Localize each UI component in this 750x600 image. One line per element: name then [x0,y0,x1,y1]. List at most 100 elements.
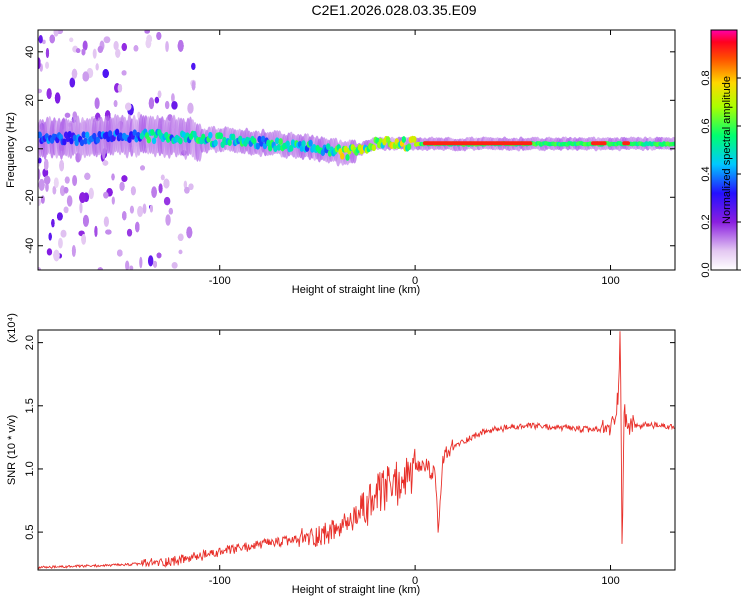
spectrogram-noise-blob [38,88,43,94]
spectrogram-noise-blob [151,186,157,198]
spectrogram-noise-blob [126,228,133,237]
spectrogram-noise-blob [154,96,160,104]
spectrogram-noise-blob [46,88,52,99]
spectrogram-noise-blob [69,37,74,43]
spectrogram-band-cell [150,128,155,136]
spectrogram-band-cell [340,152,345,160]
spectrogram-noise-blob [171,93,175,103]
spectrogram-y-tick-label: 0 [24,146,36,152]
spectrogram-noise-blob [58,237,63,249]
spectrogram-band-cell [74,139,79,147]
spectrogram-y-tick-label: 20 [24,94,36,106]
colorbar-tick-label: 0.4 [700,166,712,181]
spectrogram-band-cell [107,130,113,138]
spectrogram-noise-blob [125,260,130,270]
spectrogram-peak-segment [622,141,631,146]
spectrogram-noise-blob [60,185,66,196]
spectrogram-band-cell [69,137,74,145]
spectrogram-y-ticks: -40 -20 0 20 40 [24,46,675,254]
spectrogram-noise-blob [82,214,89,227]
spectrogram-band-cell [79,139,85,147]
spectrogram-noise-blob [38,198,41,207]
spectrogram-noise-blob [187,102,194,114]
spectrogram-noise-blob [147,255,154,267]
spectrogram-noise-blob [60,229,67,238]
snr-x-tick-label: 100 [601,575,619,587]
spectrogram-noise-blob [117,83,123,93]
spectrogram-noise-blob [164,100,170,110]
spectrogram-noise-blob [38,34,43,44]
spectrogram-noise-blob [177,40,184,52]
snr-x-ticks: -100 0 100 [209,330,620,587]
spectrogram-noise-blob [113,100,118,108]
spectrogram-noise-blob [71,245,76,257]
spectrogram-band-cell [285,140,290,148]
spectrogram-noise-blob [156,252,162,259]
spectrogram-noise-blob [84,172,91,180]
spectrogram-noise-blob [69,77,76,88]
spectrogram-band-cell [95,136,100,144]
spectrogram-band-cell [276,143,282,151]
spectrogram-noise-blob [38,57,41,69]
spectrogram-band-cell [127,136,132,144]
spectrogram-noise-blob [42,168,49,178]
spectrogram-noise-blob [102,69,109,78]
spectrogram-band-cell [308,139,313,147]
spectrogram-noise-blob [142,203,147,215]
spectrogram-band-cell [274,137,280,145]
spectrogram-noise-blob [158,183,163,194]
spectrogram-noise-blob [103,216,110,227]
snr-y-tick-label: 0.5 [24,524,36,539]
spectrogram-noise-blob [38,168,41,181]
spectrogram-noise-blob [125,102,132,111]
spectrogram-noise-blob [59,160,64,172]
spectrogram-noise-blob [184,186,190,194]
snr-y-tick-label: 1.5 [24,398,36,413]
spectrogram-band-cell [178,137,183,145]
spectrogram-noise-blob [75,48,81,53]
colorbar-ticks: 0.0 0.2 0.4 0.6 0.8 [700,70,741,278]
spectrogram-band-cell [227,139,232,147]
spectrogram-band-cell [151,137,157,145]
spectrogram-noise-blob [63,186,69,194]
spectrogram-noise-blob [79,192,86,203]
spectrogram-band-cell [67,130,72,138]
spectrogram-noise-blob [171,100,178,110]
spectrogram-noise-blob [94,225,98,237]
spectrogram-noise-blob [53,177,59,189]
spectrogram-noise-blob [51,219,55,228]
spectrogram-noise-blob [39,63,43,72]
snr-frame [37,329,676,571]
spectrogram-band-cell [401,136,406,143]
spectrogram-noise-blob [49,34,55,44]
spectrogram-noise-blob [72,174,78,187]
spectrogram-band-cell [325,143,331,151]
spectrogram-noise-blob [82,71,90,82]
snr-x-tick-label: -100 [209,575,231,587]
spectrogram-noise-blob [133,45,139,52]
spectrogram-noise-blob [115,48,121,58]
spectrogram-noise-blob [117,249,123,257]
spectrogram-noise-blob [135,221,140,233]
spectrogram-band-cell [255,142,261,150]
spectrogram-noise-blob [140,165,145,171]
spectrogram-y-tick-label: -40 [24,238,36,254]
spectrogram-band-cell [262,142,268,150]
spectrogram-band-cell [278,138,283,145]
spectrogram-noise-blob [38,178,45,191]
spectrogram-y-label: Frequency (Hz) [5,112,17,188]
spectrogram-noise-blob [111,196,115,205]
spectrogram-noise-blob [113,40,119,51]
spectrogram-band-cell [213,139,218,147]
spectrogram-noise-blob [129,205,135,214]
spectrogram-noise-blob [94,97,100,110]
colorbar-label: Normalized spectral amplitude [721,76,733,224]
spectrogram-x-tick-label: 100 [601,275,619,287]
spectrogram-noise-blob [42,39,46,45]
spectrogram-noise-blob [53,249,60,262]
spectrogram-noise-blob [45,48,50,59]
spectrogram-band-cell [81,131,86,139]
spectrogram-band-cell [273,145,278,153]
spectrogram-y-tick-label: -20 [24,189,36,205]
